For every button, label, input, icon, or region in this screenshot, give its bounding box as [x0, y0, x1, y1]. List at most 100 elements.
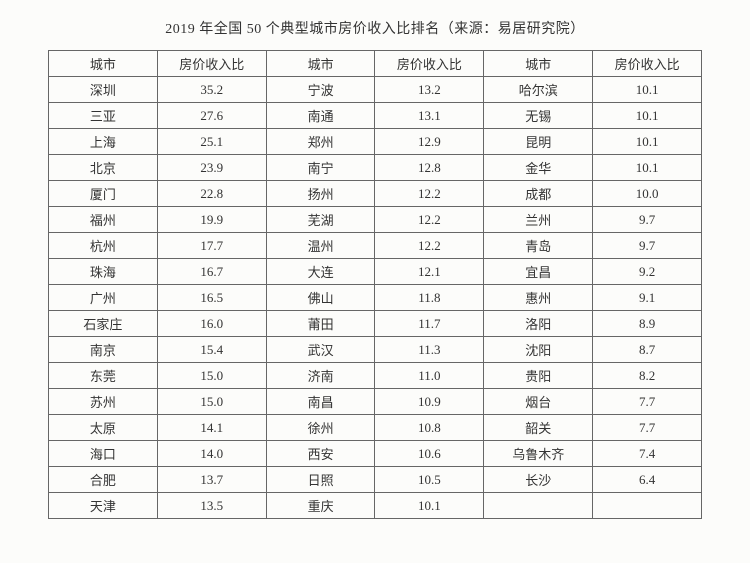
ratio-cell: 9.7 — [593, 233, 702, 259]
city-cell: 烟台 — [484, 389, 593, 415]
table-row: 厦门22.8扬州12.2成都10.0 — [49, 181, 702, 207]
city-cell: 苏州 — [49, 389, 158, 415]
city-cell: 沈阳 — [484, 337, 593, 363]
ratio-cell: 35.2 — [157, 77, 266, 103]
table-row: 上海25.1郑州12.9昆明10.1 — [49, 129, 702, 155]
ratio-cell: 8.7 — [593, 337, 702, 363]
ratio-cell: 9.2 — [593, 259, 702, 285]
ratio-cell: 11.8 — [375, 285, 484, 311]
ratio-cell — [593, 493, 702, 519]
header-city-2: 城市 — [266, 51, 375, 77]
table-title: 2019 年全国 50 个典型城市房价收入比排名（来源：易居研究院） — [48, 18, 702, 38]
table-row: 北京23.9南宁12.8金华10.1 — [49, 155, 702, 181]
ratio-cell: 10.0 — [593, 181, 702, 207]
table-row: 广州16.5佛山11.8惠州9.1 — [49, 285, 702, 311]
ratio-cell: 10.1 — [593, 103, 702, 129]
city-cell: 杭州 — [49, 233, 158, 259]
city-cell: 上海 — [49, 129, 158, 155]
ratio-cell: 12.2 — [375, 207, 484, 233]
ratio-cell: 10.5 — [375, 467, 484, 493]
table-row: 石家庄16.0莆田11.7洛阳8.9 — [49, 311, 702, 337]
table-row: 福州19.9芜湖12.2兰州9.7 — [49, 207, 702, 233]
ratio-cell: 13.1 — [375, 103, 484, 129]
city-cell: 惠州 — [484, 285, 593, 311]
ratio-cell: 10.6 — [375, 441, 484, 467]
city-cell: 东莞 — [49, 363, 158, 389]
table-row: 天津13.5重庆10.1 — [49, 493, 702, 519]
city-cell: 南京 — [49, 337, 158, 363]
ratio-cell: 12.8 — [375, 155, 484, 181]
header-city-3: 城市 — [484, 51, 593, 77]
ranking-table: 城市 房价收入比 城市 房价收入比 城市 房价收入比 深圳35.2宁波13.2哈… — [48, 50, 702, 519]
city-cell: 韶关 — [484, 415, 593, 441]
ratio-cell: 12.1 — [375, 259, 484, 285]
city-cell: 宜昌 — [484, 259, 593, 285]
city-cell: 徐州 — [266, 415, 375, 441]
city-cell: 佛山 — [266, 285, 375, 311]
header-ratio-3: 房价收入比 — [593, 51, 702, 77]
city-cell: 海口 — [49, 441, 158, 467]
city-cell: 郑州 — [266, 129, 375, 155]
city-cell: 石家庄 — [49, 311, 158, 337]
city-cell: 无锡 — [484, 103, 593, 129]
table-row: 杭州17.7温州12.2青岛9.7 — [49, 233, 702, 259]
city-cell: 芜湖 — [266, 207, 375, 233]
city-cell: 青岛 — [484, 233, 593, 259]
city-cell — [484, 493, 593, 519]
ratio-cell: 12.9 — [375, 129, 484, 155]
city-cell: 温州 — [266, 233, 375, 259]
city-cell: 日照 — [266, 467, 375, 493]
city-cell: 南宁 — [266, 155, 375, 181]
ratio-cell: 16.5 — [157, 285, 266, 311]
table-row: 深圳35.2宁波13.2哈尔滨10.1 — [49, 77, 702, 103]
table-row: 海口14.0西安10.6乌鲁木齐7.4 — [49, 441, 702, 467]
ratio-cell: 11.0 — [375, 363, 484, 389]
ratio-cell: 10.1 — [593, 77, 702, 103]
ratio-cell: 15.0 — [157, 363, 266, 389]
table-row: 太原14.1徐州10.8韶关7.7 — [49, 415, 702, 441]
ratio-cell: 11.7 — [375, 311, 484, 337]
ratio-cell: 19.9 — [157, 207, 266, 233]
ratio-cell: 10.1 — [593, 129, 702, 155]
city-cell: 珠海 — [49, 259, 158, 285]
city-cell: 宁波 — [266, 77, 375, 103]
ratio-cell: 10.1 — [375, 493, 484, 519]
ratio-cell: 9.7 — [593, 207, 702, 233]
table-row: 南京15.4武汉11.3沈阳8.7 — [49, 337, 702, 363]
city-cell: 贵阳 — [484, 363, 593, 389]
header-ratio-1: 房价收入比 — [157, 51, 266, 77]
ratio-cell: 10.1 — [593, 155, 702, 181]
ratio-cell: 14.1 — [157, 415, 266, 441]
table-body: 深圳35.2宁波13.2哈尔滨10.1三亚27.6南通13.1无锡10.1上海2… — [49, 77, 702, 519]
ratio-cell: 8.9 — [593, 311, 702, 337]
city-cell: 洛阳 — [484, 311, 593, 337]
table-row: 苏州15.0南昌10.9烟台7.7 — [49, 389, 702, 415]
city-cell: 武汉 — [266, 337, 375, 363]
city-cell: 天津 — [49, 493, 158, 519]
ratio-cell: 13.5 — [157, 493, 266, 519]
ratio-cell: 7.4 — [593, 441, 702, 467]
city-cell: 深圳 — [49, 77, 158, 103]
ratio-cell: 11.3 — [375, 337, 484, 363]
header-ratio-2: 房价收入比 — [375, 51, 484, 77]
ratio-cell: 7.7 — [593, 389, 702, 415]
ratio-cell: 16.7 — [157, 259, 266, 285]
ratio-cell: 10.9 — [375, 389, 484, 415]
ratio-cell: 16.0 — [157, 311, 266, 337]
city-cell: 哈尔滨 — [484, 77, 593, 103]
city-cell: 三亚 — [49, 103, 158, 129]
ratio-cell: 13.2 — [375, 77, 484, 103]
ratio-cell: 10.8 — [375, 415, 484, 441]
ratio-cell: 8.2 — [593, 363, 702, 389]
city-cell: 南通 — [266, 103, 375, 129]
table-row: 东莞15.0济南11.0贵阳8.2 — [49, 363, 702, 389]
ratio-cell: 22.8 — [157, 181, 266, 207]
city-cell: 西安 — [266, 441, 375, 467]
ratio-cell: 23.9 — [157, 155, 266, 181]
city-cell: 合肥 — [49, 467, 158, 493]
city-cell: 扬州 — [266, 181, 375, 207]
ratio-cell: 6.4 — [593, 467, 702, 493]
ratio-cell: 7.7 — [593, 415, 702, 441]
ratio-cell: 14.0 — [157, 441, 266, 467]
city-cell: 金华 — [484, 155, 593, 181]
